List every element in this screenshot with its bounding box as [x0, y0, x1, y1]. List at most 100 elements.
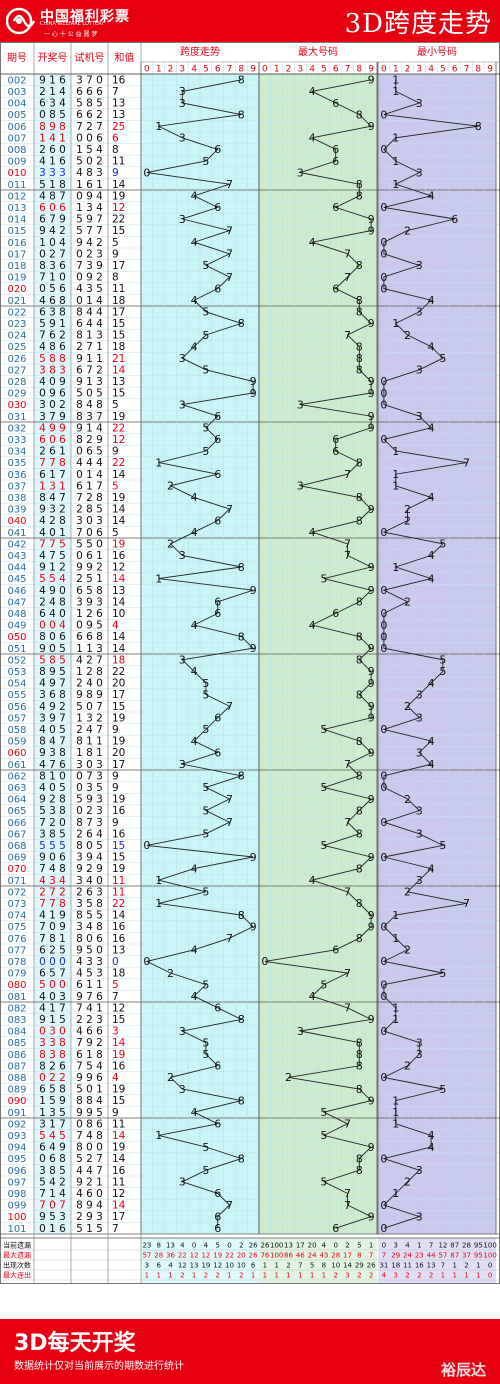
- period-cell: 090: [7, 1096, 26, 1107]
- draw-number-cell: 4 9 7: [39, 678, 66, 690]
- draw-number-cell: 1 3 1: [39, 480, 66, 492]
- span-trend-point: 8: [238, 1152, 245, 1165]
- draw-number-cell: 8 2 6: [39, 1060, 66, 1072]
- draw-number-cell: 4 1 6: [39, 156, 66, 168]
- draw-number-cell: 5 9 1: [39, 318, 66, 330]
- period-cell: 051: [7, 644, 26, 655]
- period-cell: 002: [7, 75, 26, 86]
- max-digit-point: 9: [368, 422, 375, 435]
- sum-cell: 11: [112, 886, 125, 898]
- draw-number-cell: 4 0 1: [39, 527, 66, 539]
- min-digit-point: 4: [428, 294, 435, 307]
- sum-cell: 14: [112, 504, 126, 516]
- span-trend-point: 8: [238, 108, 245, 121]
- max-digit-stat-value: 28: [331, 1252, 340, 1260]
- sum-cell: 13: [112, 585, 125, 597]
- test-number-cell: 5 8 5: [76, 98, 103, 110]
- draw-number-cell: 0 9 6: [39, 388, 66, 400]
- draw-number-cell: 0 2 7: [39, 248, 66, 260]
- max-digit-point: 4: [309, 619, 316, 632]
- span-trend-point: 5: [202, 781, 209, 794]
- sum-cell: 19: [112, 1049, 125, 1061]
- span-trend-point: 5: [202, 1141, 209, 1154]
- sum-cell: 5: [112, 480, 119, 492]
- span-trend-digit-6: 6: [215, 65, 221, 75]
- min-digit-stat-value: 1: [476, 1272, 480, 1280]
- max-digit-point: 6: [332, 143, 339, 156]
- min-digit-digit-4: 4: [428, 65, 434, 75]
- max-digit-stat-value: 8: [357, 1252, 361, 1260]
- test-number-cell: 0 9 2: [76, 272, 103, 284]
- span-trend-stat-value: 22: [225, 1252, 234, 1260]
- period-cell: 031: [7, 412, 26, 423]
- footer-title: 3D每天开奖: [14, 1331, 136, 1356]
- span-trend-digit-4: 4: [191, 65, 197, 75]
- test-number-cell: 1 3 4: [76, 202, 103, 214]
- span-trend-point: 5: [202, 364, 209, 377]
- sum-cell: 19: [112, 190, 125, 202]
- draw-number-cell: 4 0 3: [39, 991, 66, 1003]
- test-number-cell: 0 1 4: [76, 469, 103, 481]
- min-digit-point: 1: [392, 317, 399, 330]
- span-trend-stat-value: 1: [156, 1272, 160, 1280]
- max-digit-line: [264, 79, 373, 1229]
- draw-number-cell: 4 1 9: [39, 910, 66, 922]
- sum-cell: 13: [112, 98, 125, 110]
- period-cell: 047: [7, 597, 26, 608]
- span-trend-point: 5: [202, 677, 209, 690]
- logo-english-text: CHINA WELFARE LOTTERY: [40, 21, 105, 27]
- max-digit-point: 0: [261, 955, 268, 968]
- max-digit-point: 8: [356, 491, 363, 504]
- max-digit-stat-value: 7: [369, 1252, 373, 1260]
- min-digit-point: 0: [380, 723, 387, 736]
- column-header-1: 开奖号: [38, 51, 68, 64]
- span-trend-point: 4: [191, 944, 198, 957]
- span-trend-stat-value: 2: [204, 1272, 208, 1280]
- period-cell: 045: [7, 574, 26, 585]
- min-digit-point: 0: [380, 607, 387, 620]
- span-trend-point: 6: [214, 1060, 221, 1073]
- min-digit-point: 0: [380, 108, 387, 121]
- sum-cell: 14: [112, 179, 126, 191]
- draw-number-cell: 2 4 8: [39, 596, 66, 608]
- span-trend-point: 5: [202, 886, 209, 899]
- test-number-cell: 2 2 3: [76, 1014, 103, 1026]
- max-digit-stat-value: 5: [357, 1242, 361, 1250]
- period-cell: 039: [7, 505, 26, 516]
- test-number-cell: 8 2 9: [76, 434, 103, 446]
- min-digit-point: 1: [392, 132, 399, 145]
- min-digit-point: 0: [380, 816, 387, 829]
- max-digit-point: 8: [356, 1152, 363, 1165]
- max-digit-stat-value: 1: [274, 1272, 278, 1280]
- draw-number-cell: 9 1 2: [39, 562, 66, 574]
- sum-cell: 17: [112, 1211, 125, 1223]
- test-number-cell: 4 3 3: [76, 956, 103, 968]
- stat-label: 最大连出: [3, 1271, 31, 1280]
- draw-number-cell: 0 3 0: [39, 1026, 66, 1038]
- min-digit-stat-value: 57: [438, 1252, 447, 1260]
- period-cell: 067: [7, 829, 26, 840]
- draw-number-cell: 7 4 8: [39, 863, 66, 875]
- draw-number-cell: 7 8 1: [39, 933, 66, 945]
- span-trend-stat-value: 22: [178, 1252, 187, 1260]
- test-number-cell: 1 6 1: [76, 179, 103, 191]
- test-number-cell: 2 8 5: [76, 504, 103, 516]
- min-digit-point: 0: [380, 248, 387, 261]
- sum-cell: 9: [112, 817, 119, 829]
- min-digit-point: 4: [428, 422, 435, 435]
- min-digit-point: 1: [392, 74, 399, 87]
- sum-cell: 22: [112, 214, 125, 226]
- max-digit-point: 5: [320, 572, 327, 585]
- max-digit-header: 最大号码: [298, 45, 338, 58]
- max-digit-point: 9: [368, 213, 375, 226]
- min-digit-point: 3: [416, 712, 423, 725]
- max-digit-point: 8: [356, 654, 363, 667]
- sum-cell: 15: [112, 701, 125, 713]
- min-digit-point: 1: [392, 1187, 399, 1200]
- draw-number-cell: 9 1 6: [39, 74, 66, 86]
- min-digit-point: 0: [380, 143, 387, 156]
- draw-number-cell: 4 1 7: [39, 1002, 66, 1014]
- max-digit-point: 8: [356, 828, 363, 841]
- footer-banner: 3D每天开奖 数据统计仅对当前展示的期数进行统计 裕辰达: [0, 1319, 500, 1384]
- min-digit-point: 0: [380, 271, 387, 284]
